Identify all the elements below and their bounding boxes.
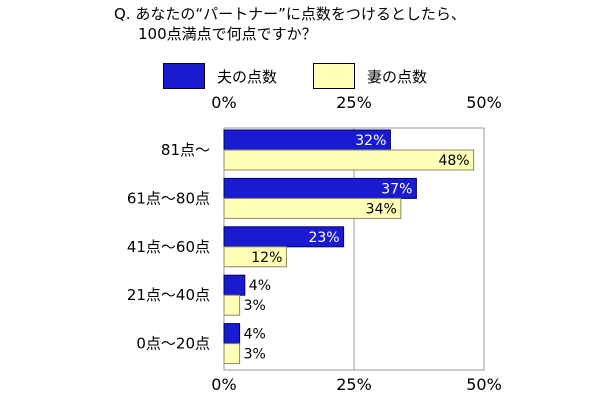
legend-label-husband: 夫の点数 bbox=[217, 67, 278, 86]
bar bbox=[223, 197, 402, 219]
category-label: 81点～ bbox=[161, 141, 210, 159]
category-label: 41点～60点 bbox=[127, 238, 210, 256]
tick-label-top: 50% bbox=[466, 93, 502, 112]
bar bbox=[223, 323, 241, 345]
data-label: 48% bbox=[438, 153, 469, 169]
legend-label-wife: 妻の点数 bbox=[367, 67, 428, 86]
data-label: 32% bbox=[355, 133, 386, 149]
category-label: 0点～20点 bbox=[136, 335, 210, 353]
bar bbox=[223, 149, 475, 171]
bar bbox=[223, 343, 241, 365]
data-label: 4% bbox=[244, 327, 266, 343]
bar bbox=[223, 294, 241, 316]
data-label: 23% bbox=[308, 230, 339, 246]
category-label: 61点～80点 bbox=[127, 189, 210, 207]
tick-label-bottom: 50% bbox=[466, 375, 502, 394]
question-text: Q. あなたの“パートナー”に点数をつけるとしたら、 100点満点で何点ですか？ bbox=[114, 4, 466, 44]
data-label: 3% bbox=[244, 347, 266, 363]
data-label: 34% bbox=[366, 201, 397, 217]
data-label: 4% bbox=[249, 278, 271, 294]
chart-legend: 夫の点数 妻の点数 bbox=[0, 62, 610, 90]
bar bbox=[223, 274, 246, 296]
legend-swatch-wife bbox=[313, 63, 355, 89]
data-label: 12% bbox=[251, 250, 282, 266]
legend-item-husband: 夫の点数 bbox=[163, 62, 277, 90]
bar bbox=[223, 246, 287, 268]
question-line-1: Q. あなたの“パートナー”に点数をつけるとしたら、 bbox=[114, 5, 466, 23]
legend-item-wife: 妻の点数 bbox=[313, 62, 427, 90]
tick-label-bottom: 25% bbox=[336, 375, 372, 394]
category-label: 21点～40点 bbox=[127, 286, 210, 304]
tick-label-bottom: 0% bbox=[211, 375, 236, 394]
tick-label-top: 25% bbox=[336, 93, 372, 112]
question-line-2: 100点満点で何点ですか？ bbox=[138, 25, 317, 43]
data-label: 37% bbox=[381, 181, 412, 197]
legend-swatch-husband bbox=[163, 63, 205, 89]
data-label: 3% bbox=[244, 298, 266, 314]
tick-label-top: 0% bbox=[211, 93, 236, 112]
